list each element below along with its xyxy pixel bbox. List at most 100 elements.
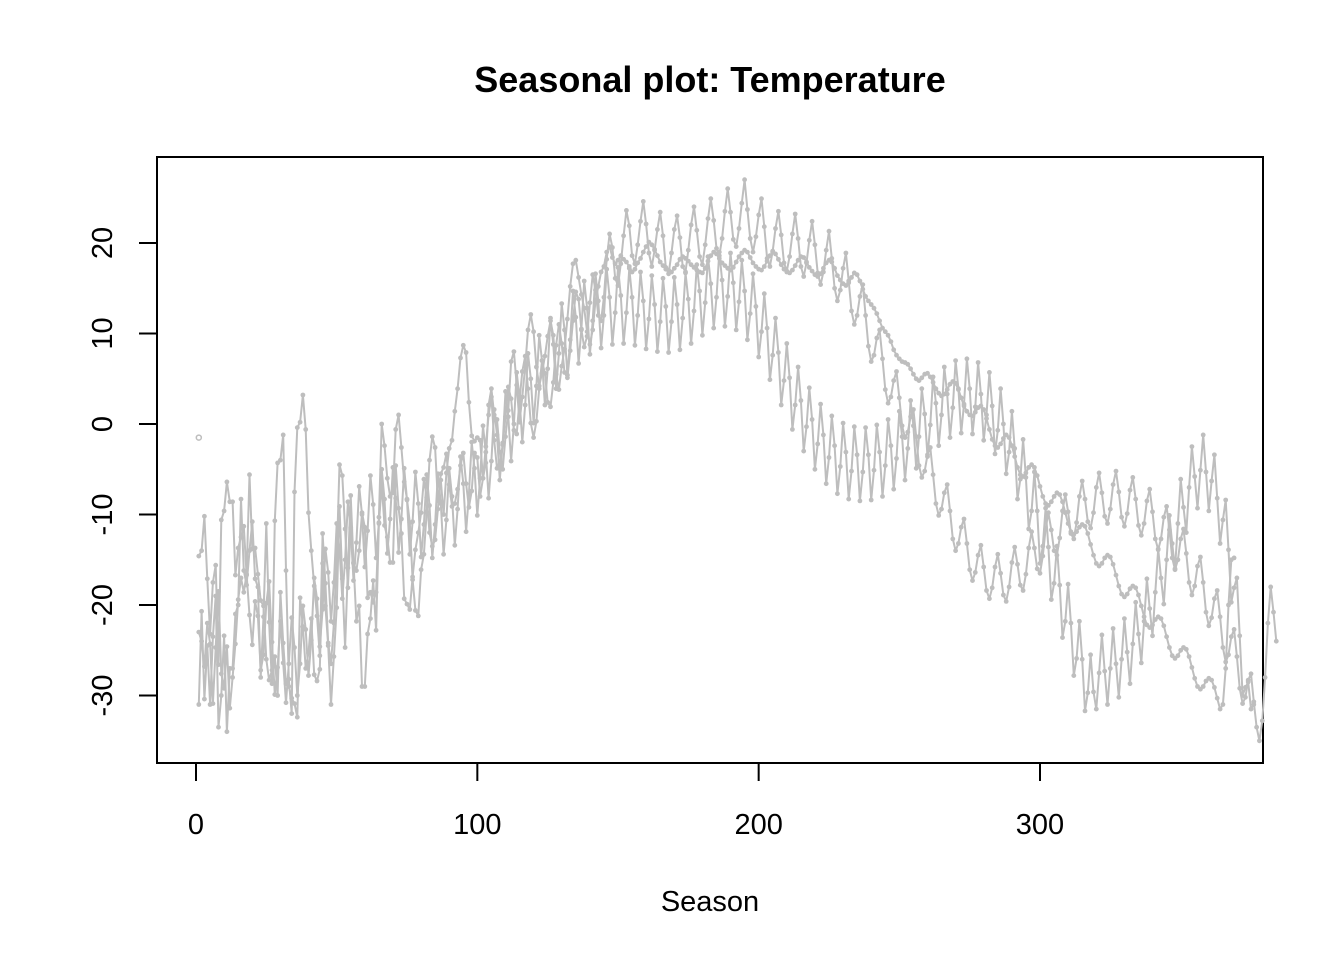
data-point — [905, 361, 911, 367]
data-point — [449, 494, 455, 499]
data-point — [1189, 444, 1195, 449]
data-point — [1110, 561, 1116, 567]
data-point — [286, 661, 292, 667]
data-point — [896, 395, 902, 401]
data-point — [413, 469, 418, 475]
data-point — [607, 294, 612, 300]
data-point — [646, 316, 652, 322]
data-point — [649, 273, 655, 278]
y-tick-label: 20 — [87, 227, 119, 259]
data-point — [1043, 505, 1048, 511]
data-point — [1167, 513, 1172, 518]
data-point — [913, 465, 919, 471]
data-point — [660, 275, 666, 281]
data-point — [1198, 467, 1203, 473]
data-point — [486, 495, 491, 501]
data-point — [308, 548, 314, 554]
data-point — [362, 684, 368, 689]
data-point — [1183, 530, 1189, 535]
data-point — [1200, 580, 1206, 585]
data-point — [252, 576, 258, 582]
data-point — [1265, 620, 1271, 626]
data-point — [519, 369, 525, 374]
data-point — [615, 257, 621, 263]
data-point — [756, 354, 762, 360]
data-point — [452, 408, 458, 414]
data-point — [503, 389, 508, 394]
data-point — [266, 677, 272, 683]
data-point — [199, 608, 205, 614]
data-point — [1209, 677, 1214, 683]
data-point — [576, 296, 581, 302]
data-point — [649, 264, 655, 269]
data-point — [432, 522, 438, 527]
data-point — [1026, 545, 1032, 551]
data-point — [1026, 526, 1032, 532]
data-point — [1161, 623, 1167, 629]
data-point — [396, 505, 401, 511]
data-point — [1228, 634, 1234, 640]
data-point — [745, 337, 750, 343]
data-point — [978, 391, 984, 397]
data-point — [691, 308, 697, 314]
series-line — [197, 251, 1255, 712]
data-point — [1006, 584, 1012, 590]
data-point — [1212, 452, 1217, 458]
data-point — [539, 358, 545, 363]
data-point — [1209, 478, 1214, 484]
data-point — [733, 327, 739, 333]
y-tick-label: 0 — [87, 416, 119, 432]
data-point — [868, 359, 874, 364]
y-tick-label: -20 — [87, 584, 119, 626]
data-point — [452, 501, 458, 506]
data-point — [694, 227, 700, 233]
data-point — [311, 575, 317, 581]
data-point — [258, 675, 264, 680]
data-point — [1122, 616, 1127, 621]
x-axis: 0 100 200 300 — [188, 762, 1064, 841]
data-point — [882, 387, 888, 392]
data-point — [548, 315, 553, 321]
data-point — [567, 337, 573, 343]
data-point — [730, 280, 736, 286]
data-point — [981, 564, 987, 570]
data-point — [567, 284, 573, 289]
data-point — [474, 455, 480, 460]
data-point — [1220, 702, 1226, 707]
data-point — [565, 372, 570, 378]
data-point — [292, 489, 297, 495]
data-point — [857, 498, 863, 504]
data-point — [905, 446, 911, 451]
data-point — [874, 335, 880, 341]
data-point — [843, 250, 849, 256]
data-point — [784, 268, 790, 274]
data-point — [1091, 689, 1096, 695]
data-point — [508, 359, 514, 364]
data-point — [1217, 541, 1223, 546]
data-point — [719, 277, 725, 283]
data-point — [885, 417, 891, 422]
data-point — [370, 578, 376, 583]
data-point — [1189, 592, 1195, 598]
data-point — [849, 275, 854, 280]
data-point — [806, 385, 812, 391]
y-tick-label: -30 — [87, 675, 119, 717]
data-point — [1200, 684, 1206, 689]
data-point — [669, 250, 674, 256]
data-point — [1048, 499, 1054, 505]
data-point — [635, 313, 641, 318]
data-point — [446, 446, 452, 451]
data-point — [508, 396, 514, 402]
data-point — [311, 672, 317, 678]
data-point — [1051, 580, 1057, 586]
data-point — [722, 323, 728, 329]
data-point — [444, 517, 449, 523]
data-point — [832, 285, 837, 291]
data-point — [1152, 536, 1158, 542]
data-point — [1234, 575, 1240, 581]
data-point — [761, 264, 767, 269]
data-point — [210, 634, 216, 640]
data-point — [936, 513, 942, 518]
data-point — [252, 599, 258, 604]
data-point — [1034, 508, 1040, 514]
